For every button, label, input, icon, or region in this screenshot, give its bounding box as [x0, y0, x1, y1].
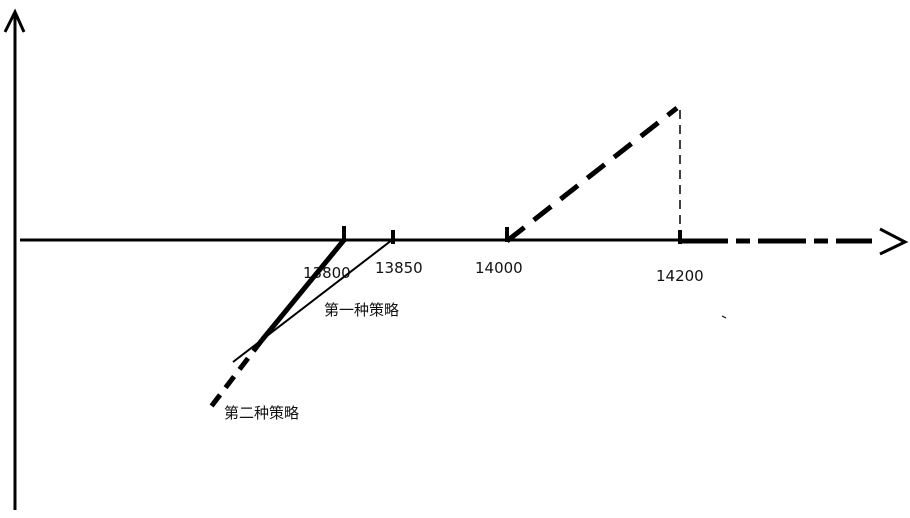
stray-mark [721, 315, 727, 319]
strategy-two-solid-line [260, 238, 346, 342]
tick-label-14200: 14200 [656, 267, 704, 285]
x-axis-arrowhead [879, 227, 909, 256]
tick-label-13850: 13850 [375, 259, 423, 277]
strategy-two-label: 第二种策略 [224, 404, 299, 422]
strategy-two-dashed-line [208, 338, 264, 410]
y-axis [3, 8, 26, 510]
y-axis-arrowhead [3, 8, 26, 33]
tick-label-14000: 14000 [475, 259, 523, 277]
strategy-one-label: 第一种策略 [324, 301, 399, 319]
x-axis [20, 227, 909, 256]
rising-payoff-dashed-line [505, 106, 679, 243]
